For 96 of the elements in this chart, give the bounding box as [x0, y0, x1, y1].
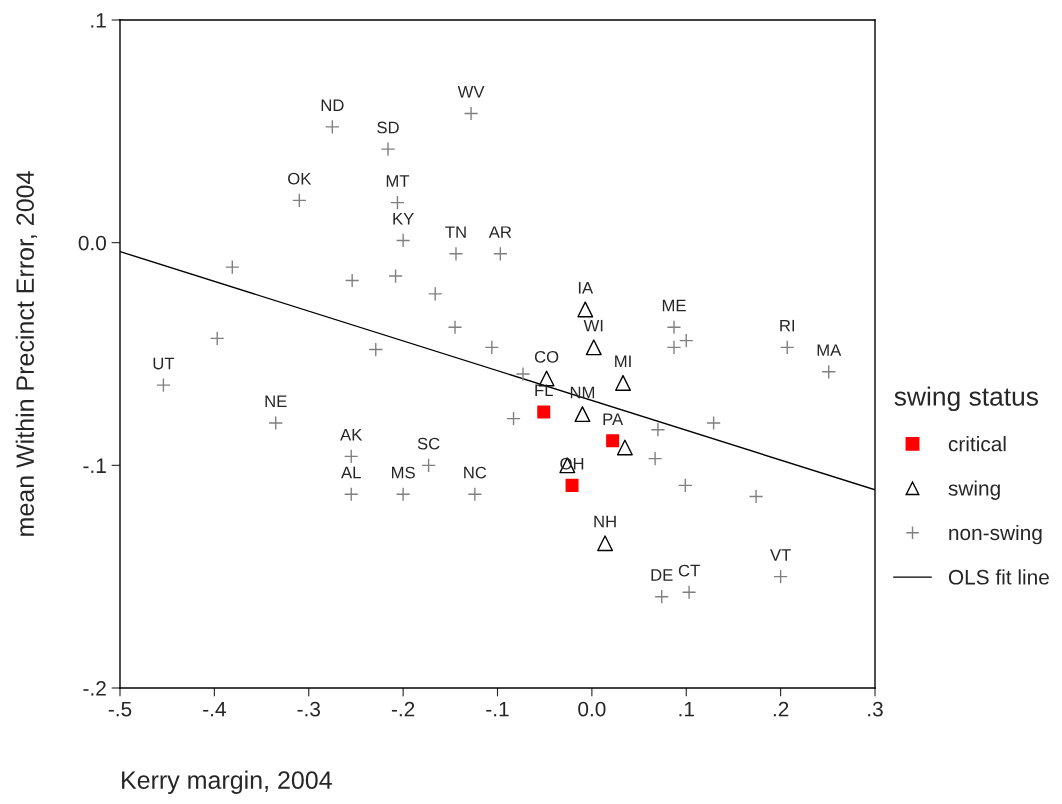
x-tick-label: .2	[773, 701, 789, 717]
point	[515, 366, 531, 382]
annotation: UT	[153, 357, 175, 370]
point	[647, 451, 663, 466]
annotation: RI	[780, 319, 795, 332]
annotation: MI	[615, 355, 631, 367]
point	[654, 589, 669, 604]
point	[678, 333, 694, 348]
point	[395, 486, 411, 502]
point	[666, 340, 682, 355]
y-tick-label: .1	[91, 13, 106, 28]
point	[388, 268, 403, 284]
x-tick-label: .3	[868, 701, 883, 717]
x-tick-label: -.5	[108, 701, 132, 717]
annotation: NH	[594, 515, 616, 528]
legend-label: non-swing	[949, 524, 1042, 545]
point	[565, 478, 579, 492]
legend-label: OLS fit line	[948, 569, 1049, 585]
point	[448, 246, 464, 262]
point	[368, 342, 384, 357]
annotation: KY	[393, 213, 414, 225]
annotation: MA	[817, 344, 842, 356]
annotation: MS	[391, 466, 415, 479]
point	[574, 406, 591, 423]
y-tick-label: -.2	[83, 681, 106, 696]
x-tick-label: -.4	[203, 701, 226, 717]
point	[748, 489, 764, 504]
annotation: ME	[662, 299, 686, 312]
x-tick-label: -.1	[486, 701, 509, 717]
point	[779, 340, 795, 355]
point	[421, 458, 436, 473]
y-tick-label: -.1	[83, 458, 106, 473]
point	[325, 119, 340, 135]
x-tick-label: -.2	[391, 701, 415, 717]
point	[681, 584, 697, 600]
point	[209, 331, 225, 346]
legend-label: critical	[948, 436, 1006, 452]
point	[395, 233, 411, 248]
annotation: WV	[457, 86, 485, 98]
point	[467, 486, 483, 502]
point	[493, 246, 508, 262]
point	[821, 364, 837, 380]
annotation: CT	[678, 564, 700, 577]
point	[343, 449, 359, 464]
annotation: DE	[651, 569, 673, 581]
annotation: TN	[445, 226, 466, 238]
point	[537, 405, 551, 419]
x-tick-label: .1	[679, 701, 694, 717]
x-tick-label: 0.0	[578, 701, 606, 717]
point	[268, 415, 284, 431]
point	[344, 273, 360, 288]
legend-title: swing status	[894, 386, 1038, 412]
annotation: FL	[535, 384, 553, 396]
x-tick-label: -.3	[297, 701, 320, 717]
point	[156, 377, 171, 393]
point	[380, 141, 396, 157]
annotation: PA	[603, 413, 624, 425]
annotation: AK	[340, 429, 363, 441]
annotation: VT	[770, 549, 791, 561]
point	[597, 535, 614, 552]
point	[585, 339, 602, 356]
annotation: WI	[583, 319, 603, 332]
annotation: CO	[534, 350, 559, 363]
point	[650, 422, 666, 437]
point	[225, 259, 240, 275]
y-tick-label: 0.0	[78, 235, 106, 251]
annotation: NM	[570, 386, 595, 399]
annotation: OK	[288, 172, 312, 185]
point	[484, 340, 500, 355]
point	[678, 478, 693, 493]
point	[447, 319, 463, 335]
annotation: AR	[488, 226, 512, 238]
annotation: SC	[417, 437, 440, 450]
point	[706, 415, 721, 431]
point	[616, 439, 633, 456]
point	[343, 486, 359, 502]
annotation: IA	[578, 282, 594, 294]
annotation: NC	[464, 466, 487, 479]
legend-label: swing	[948, 480, 1000, 500]
annotation: NE	[265, 395, 287, 408]
annotation: ND	[321, 99, 344, 111]
point	[773, 569, 788, 584]
point	[292, 193, 307, 208]
x-axis-title: Kerry margin, 2004	[122, 770, 332, 794]
point	[606, 434, 620, 448]
point	[506, 411, 521, 426]
annotation: MT	[386, 175, 410, 187]
annotation: SD	[377, 121, 399, 134]
point	[577, 301, 594, 318]
y-axis-title: mean Within Precinct Error, 2004	[15, 171, 37, 536]
point	[615, 374, 631, 391]
point	[427, 286, 443, 302]
annotation: AL	[341, 466, 361, 479]
point	[666, 319, 682, 335]
point	[390, 195, 405, 210]
point	[463, 106, 479, 121]
